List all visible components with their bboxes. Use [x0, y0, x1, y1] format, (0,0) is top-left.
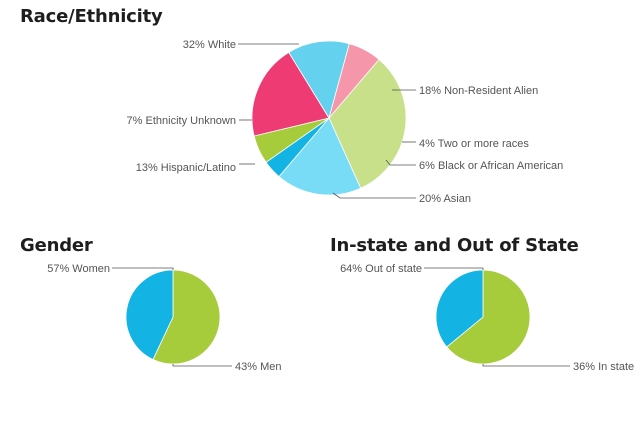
race-pie: 32% White 18% Non-Resident Alien 4% Two or…	[127, 39, 564, 205]
residency-slice-label: 64% Out of state	[340, 263, 422, 275]
residency-leader-line	[424, 267, 484, 270]
residency-slice	[446, 269, 531, 365]
race-slice	[328, 43, 380, 119]
gender-pie: 57% Women 43% Men	[47, 263, 281, 373]
gender-slice	[152, 269, 221, 365]
race-slice	[251, 51, 330, 137]
race-slice-label: 20% Asian	[419, 193, 471, 205]
race-slice-label: 18% Non-Resident Alien	[419, 85, 538, 97]
race-slice-label: 32% White	[183, 39, 236, 51]
race-slice	[278, 117, 362, 196]
race-slice-label: 7% Ethnicity Unknown	[127, 115, 236, 127]
residency-chart-title: In-state and Out of State	[330, 235, 579, 256]
gender-chart-title: Gender	[20, 235, 93, 256]
race-leader-line	[385, 159, 416, 166]
race-slice	[328, 58, 407, 189]
race-leader-line	[332, 192, 416, 199]
gender-leader-line	[112, 267, 174, 270]
residency-leader-line	[482, 364, 570, 367]
race-slice-label: 6% Black or African American	[419, 160, 563, 172]
race-chart-title: Race/Ethnicity	[20, 6, 163, 27]
race-slice-label: 13% Hispanic/Latino	[136, 162, 236, 174]
gender-leader-line	[172, 364, 232, 367]
gender-slice	[125, 269, 174, 361]
residency-pie: 64% Out of state 36% In state	[340, 263, 634, 373]
gender-slice-label: 57% Women	[47, 263, 110, 275]
race-slice-label: 4% Two or more races	[419, 138, 529, 150]
residency-slice	[435, 269, 484, 348]
residency-slice-label: 36% In state	[573, 361, 634, 373]
gender-slice-label: 43% Men	[235, 361, 281, 373]
